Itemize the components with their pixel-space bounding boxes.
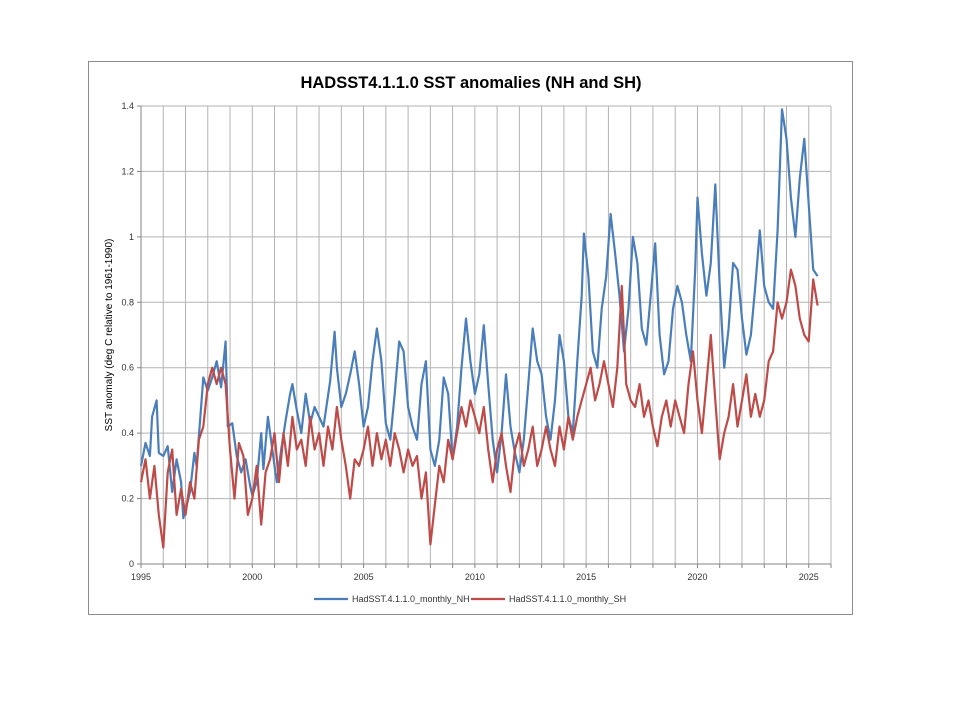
legend: HadSST.4.1.1.0_monthly_NH HadSST.4.1.1.0… [314, 594, 626, 604]
x-tick-label: 1995 [131, 572, 151, 582]
x-tick-label: 2005 [354, 572, 374, 582]
axes: 0 0.2 0.4 0.6 0.8 1 1.2 1.4 1995 2000 2005 2010 2015… [121, 101, 832, 582]
y-tick-label: 0.8 [121, 297, 134, 307]
chart-frame [88, 61, 853, 615]
y-tick-label: 0.4 [121, 428, 134, 438]
y-tick-label: 0.2 [121, 494, 134, 504]
legend-label-nh: HadSST.4.1.1.0_monthly_NH [352, 594, 470, 604]
series-line-nh [139, 108, 819, 520]
y-tick-label: 0 [129, 559, 134, 569]
chart-title: HADSST4.1.1.0 SST anomalies (NH and SH) [300, 74, 641, 92]
series-lines [139, 108, 819, 549]
x-tick-label: 2025 [799, 572, 819, 582]
x-tick-label: 2015 [576, 572, 596, 582]
y-tick-label: 1 [129, 232, 134, 242]
y-tick-label: 1.4 [121, 101, 134, 111]
x-tick-label: 2000 [242, 572, 262, 582]
x-tick-label: 2020 [687, 572, 707, 582]
y-tick-label: 0.6 [121, 363, 134, 373]
y-axis-label: SST anomaly (deg C relative to 1961-1990… [104, 239, 115, 432]
legend-label-sh: HadSST.4.1.1.0_monthly_SH [509, 594, 626, 604]
x-tick-label: 2010 [465, 572, 485, 582]
series-line-sh [139, 268, 819, 549]
y-tick-label: 1.2 [121, 166, 134, 176]
